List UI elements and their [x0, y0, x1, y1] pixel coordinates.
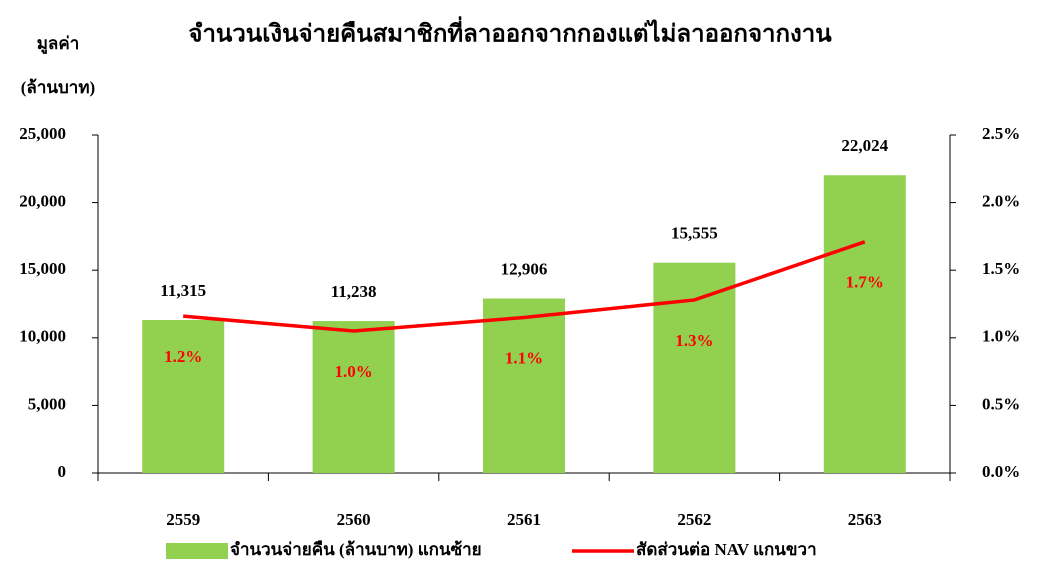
line: [183, 240, 866, 333]
y-tick-label: 15,000: [19, 259, 66, 278]
y-tick-label: 10,000: [19, 327, 66, 346]
bar: [142, 320, 225, 473]
line-value-label: 1.2%: [164, 347, 202, 366]
bar-value-label: 11,238: [331, 282, 377, 301]
legend-label: สัดส่วนต่อ NAV แกนขวา: [636, 540, 817, 559]
line-value-label: 1.3%: [675, 331, 713, 350]
bar: [823, 175, 906, 473]
y2-tick-label: 1.0%: [982, 327, 1020, 346]
line-value-label: 1.7%: [846, 273, 884, 292]
x-tick-label: 2560: [337, 510, 371, 529]
y2-tick-label: 0.5%: [982, 394, 1020, 413]
x-tick-label: 2562: [677, 510, 711, 529]
bar-value-label: 15,555: [671, 224, 718, 243]
bar: [483, 298, 565, 473]
bar-value-label: 22,024: [841, 136, 888, 155]
y-tick-label: 20,000: [19, 192, 66, 211]
y2-tick-label: 2.5%: [982, 124, 1020, 143]
y2-tick-label: 2.0%: [982, 192, 1020, 211]
line-value-label: 1.1%: [505, 348, 543, 367]
bar-value-label: 11,315: [160, 281, 206, 300]
y-tick-label: 25,000: [19, 124, 66, 143]
bar: [653, 262, 736, 473]
y2-tick-label: 1.5%: [982, 259, 1020, 278]
x-tick-label: 2561: [507, 510, 541, 529]
bar: [312, 321, 395, 473]
y-axis-label: (ล้านบาท): [21, 78, 95, 97]
y-tick-label: 0: [58, 462, 67, 481]
y-axis-label: มูลค่า: [37, 34, 80, 55]
x-tick-label: 2559: [166, 510, 200, 529]
legend-swatch: [166, 543, 228, 559]
line-value-label: 1.0%: [334, 362, 372, 381]
y-tick-label: 5,000: [28, 394, 66, 413]
legend-label: จำนวนจ่ายคืน (ล้านบาท) แกนซ้าย: [230, 539, 482, 559]
x-tick-label: 2563: [848, 510, 882, 529]
bar-value-label: 12,906: [501, 259, 548, 278]
chart-title: จำนวนเงินจ่ายคืนสมาชิกที่ลาออกจากกองแต่ไ…: [188, 16, 832, 48]
y2-tick-label: 0.0%: [982, 462, 1020, 481]
